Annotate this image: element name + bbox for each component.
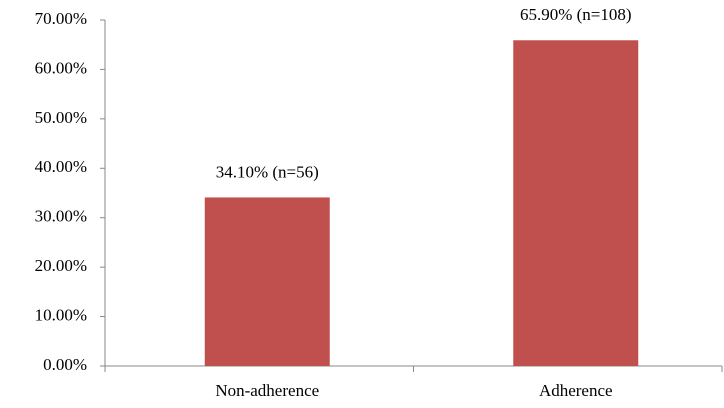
bar — [204, 197, 330, 366]
y-tick-label: 30.00% — [35, 207, 87, 226]
y-tick-label: 60.00% — [35, 58, 87, 77]
y-tick-label: 20.00% — [35, 256, 87, 275]
x-tick-label: Non-adherence — [215, 381, 319, 400]
y-tick-label: 70.00% — [35, 9, 87, 28]
y-tick-label: 50.00% — [35, 108, 87, 127]
y-tick-label: 0.00% — [43, 355, 87, 374]
data-label: 34.10% (n=56) — [216, 162, 319, 181]
data-label: 65.90% (n=108) — [520, 5, 632, 24]
y-tick-label: 40.00% — [35, 157, 87, 176]
bar — [513, 40, 639, 366]
x-tick-label: Adherence — [539, 381, 613, 400]
y-tick-label: 10.00% — [35, 305, 87, 324]
